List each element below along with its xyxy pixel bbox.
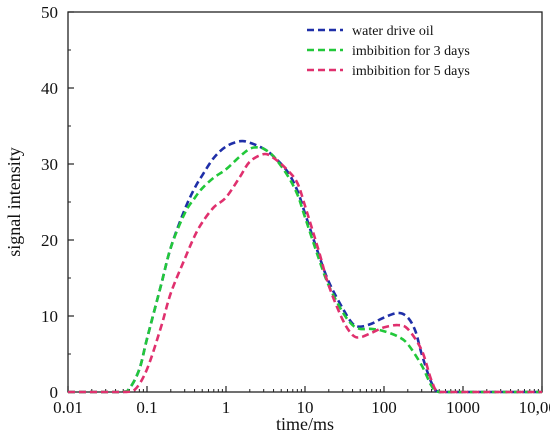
y-tick-label: 30	[41, 155, 58, 174]
x-tick-label: 10,000	[519, 398, 550, 417]
x-tick-label: 100	[371, 398, 397, 417]
x-tick-label: 10	[297, 398, 314, 417]
series-line-1	[68, 139, 542, 394]
y-tick-label: 20	[41, 231, 58, 250]
x-tick-label: 0.1	[136, 398, 157, 417]
y-axis-label: signal intensity	[4, 147, 24, 257]
x-tick-label: 1000	[446, 398, 480, 417]
y-axis: 0 10 20 30 40 50	[41, 3, 74, 402]
legend-label: water drive oil	[352, 24, 434, 39]
x-axis-label: time/ms	[276, 414, 334, 434]
legend-label: imbibition for 3 days	[352, 44, 470, 59]
y-tick-label: 50	[41, 3, 58, 22]
legend: water drive oil imbibition for 3 days imbi…	[307, 24, 470, 79]
x-tick-label: 0.01	[53, 398, 83, 417]
x-tick-label: 1	[222, 398, 231, 417]
y-tick-label: 10	[41, 307, 58, 326]
y-tick-label: 40	[41, 79, 58, 98]
legend-label: imbibition for 5 days	[352, 64, 470, 79]
series-line-2	[68, 145, 542, 394]
series-layer	[68, 139, 542, 394]
y-tick-label: 0	[50, 383, 59, 402]
series-line-3	[68, 152, 542, 394]
